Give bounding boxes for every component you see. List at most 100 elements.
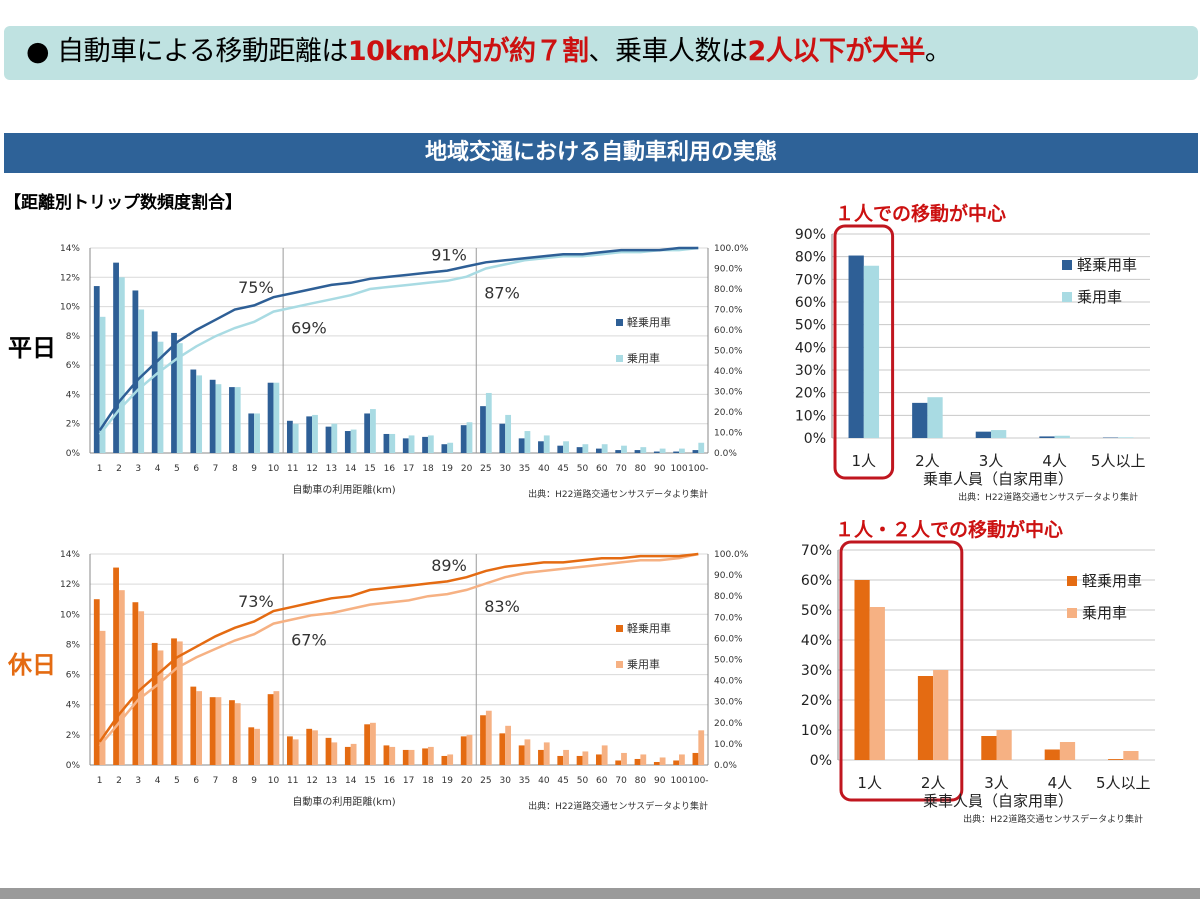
bar-light-car [615, 760, 621, 765]
occupancy-chart-weekday: １人での移動が中心0%10%20%30%40%50%60%70%80%90%1人… [780, 196, 1190, 508]
x-tick: 1人 [857, 774, 882, 792]
x-tick: 80 [635, 464, 647, 474]
y-tick-left: 0% [66, 449, 81, 459]
x-tick: 20 [461, 464, 473, 474]
legend-label-light-car: 軽乗用車 [627, 621, 671, 635]
y-tick: 30% [795, 363, 826, 379]
bar-car [933, 670, 948, 760]
x-tick: 100- [688, 776, 708, 786]
y-tick-right: 20.0% [714, 408, 743, 418]
bar-car [927, 397, 942, 438]
bar-car [409, 435, 415, 453]
bar-car [119, 277, 125, 453]
bar-light-car [577, 756, 583, 765]
bar-light-car [113, 568, 119, 765]
distance-chart-holiday: 0%2%4%6%8%10%12%14%0.0%10.0%20.0%30.0%40… [40, 543, 760, 815]
x-tick: 2人 [915, 452, 940, 470]
source-note: 出典：H22道路交通センサスデータより集計 [528, 488, 708, 500]
y-tick-right: 10.0% [714, 740, 743, 750]
y-tick-left: 14% [60, 550, 80, 560]
bar-car [1060, 742, 1075, 760]
x-tick: 9 [251, 464, 257, 474]
bar-car [331, 424, 337, 453]
bar-car [235, 387, 241, 453]
bar-car [563, 441, 569, 453]
legend-swatch-car [616, 661, 623, 668]
annotation-20km-light: 89% [431, 556, 467, 575]
bar-car [679, 754, 685, 765]
y-tick: 0% [810, 753, 832, 769]
bar-light-car [654, 762, 660, 765]
source-note: 出典：H22道路交通センサスデータより集計 [963, 813, 1143, 825]
x-tick: 30 [499, 776, 511, 786]
legend-swatch-car [1067, 608, 1077, 618]
x-tick: 18 [422, 464, 434, 474]
bar-light-car [1039, 436, 1054, 438]
annotation-10km-car: 69% [291, 319, 327, 338]
bar-car [351, 744, 357, 765]
headline-part-4: 2人以下が大半 [748, 36, 925, 67]
bar-light-car [441, 444, 447, 453]
bar-car [158, 650, 164, 765]
bar-car [582, 444, 588, 453]
bar-light-car [422, 437, 428, 453]
bar-light-car [912, 403, 927, 438]
x-tick: 4人 [1042, 452, 1067, 470]
x-tick: 5 [174, 776, 180, 786]
legend-label-car: 乗用車 [627, 657, 660, 671]
x-tick: 50 [577, 776, 589, 786]
bottom-divider [0, 888, 1200, 899]
bar-car [1123, 751, 1138, 760]
x-tick: 6 [193, 464, 199, 474]
bar-car [505, 415, 511, 453]
y-tick: 30% [801, 663, 832, 679]
y-tick-right: 70.0% [714, 613, 743, 623]
x-tick: 4人 [1048, 774, 1073, 792]
x-tick: 40 [538, 464, 550, 474]
y-tick-right: 20.0% [714, 719, 743, 729]
headline-part-1: 自動車による移動距離は [57, 36, 348, 67]
x-tick: 5人以上 [1091, 452, 1146, 470]
bar-light-car [94, 286, 100, 453]
x-tick: 8 [232, 464, 238, 474]
bar-car [447, 443, 453, 453]
bar-car [138, 310, 144, 454]
y-tick: 60% [795, 295, 826, 311]
x-axis-label: 自動車の利用距離(km) [292, 795, 395, 808]
y-tick-right: 80.0% [714, 285, 743, 295]
bar-light-car [673, 760, 679, 765]
bar-car [1055, 436, 1070, 438]
bar-car [467, 735, 473, 765]
bar-car [273, 691, 279, 765]
bar-car [486, 393, 492, 453]
bar-light-car [132, 290, 138, 453]
bar-light-car [229, 387, 235, 453]
y-tick-right: 100.0% [714, 244, 749, 254]
cumulative-line-light-car [100, 248, 699, 430]
headline-text: ● 自動車による移動距離は10km以内が約７割、乗車人数は2人以下が大半。 [26, 34, 951, 70]
x-tick: 13 [326, 776, 337, 786]
bar-light-car [171, 333, 177, 453]
bar-light-car [94, 599, 100, 765]
bar-light-car [1108, 759, 1123, 760]
y-tick: 60% [801, 573, 832, 589]
x-tick: 100- [688, 464, 708, 474]
x-tick: 12 [306, 464, 317, 474]
bar-car [698, 443, 704, 453]
y-tick-right: 30.0% [714, 388, 743, 398]
bar-car [370, 409, 376, 453]
y-tick-left: 14% [60, 244, 80, 254]
bar-car [621, 446, 627, 453]
y-tick-left: 4% [66, 701, 81, 711]
bar-car [467, 422, 473, 453]
y-tick: 70% [801, 543, 832, 559]
bar-light-car [854, 580, 869, 760]
headline-part-5: 。 [925, 36, 952, 67]
y-tick-right: 40.0% [714, 677, 743, 687]
x-tick: 14 [345, 464, 357, 474]
bar-light-car [268, 694, 274, 765]
bar-light-car [326, 738, 332, 765]
bar-light-car [190, 370, 196, 453]
x-tick: 30 [499, 464, 511, 474]
bar-light-car [326, 427, 332, 453]
